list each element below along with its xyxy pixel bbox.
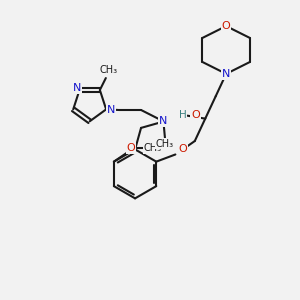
Text: CH₃: CH₃	[100, 65, 118, 75]
Text: N: N	[73, 83, 82, 93]
Text: O: O	[178, 144, 187, 154]
Text: CH₃: CH₃	[143, 143, 161, 153]
Text: N: N	[106, 105, 115, 115]
Text: O: O	[191, 110, 200, 120]
Text: N: N	[222, 69, 230, 79]
Text: H: H	[179, 110, 187, 120]
Text: CH₃: CH₃	[156, 139, 174, 149]
Text: N: N	[159, 116, 168, 126]
Text: O: O	[127, 143, 135, 153]
Text: O: O	[222, 21, 230, 31]
